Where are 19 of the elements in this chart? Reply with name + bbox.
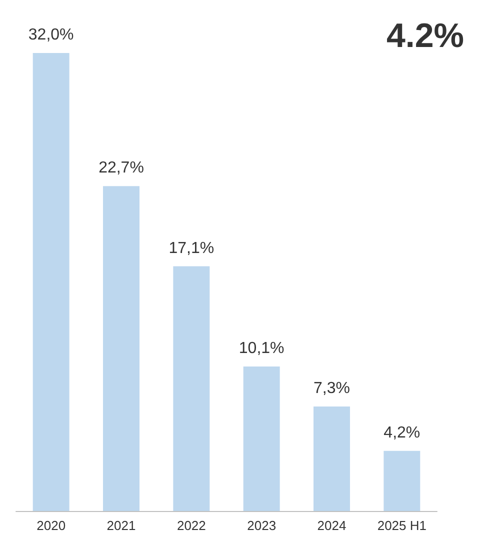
data-label: 7,3% [314,380,350,398]
chart-title: 4.2% [386,17,464,55]
data-label: 17,1% [168,240,214,257]
bar [32,53,70,511]
bar [103,186,140,511]
data-label: 10,1% [238,340,284,357]
x-tick-label: 2020 [36,518,66,533]
x-tick-label: 2022 [176,518,206,533]
bar [173,266,210,511]
x-tick-label: 2021 [106,518,136,533]
bar [384,450,420,511]
x-tick-label: 2023 [247,518,276,533]
bar [314,406,350,511]
x-tick-label: 2024 [317,518,346,533]
data-label: 22,7% [98,160,144,177]
data-label: 4,2% [384,424,420,442]
x-tick-label: 2025 H1 [377,518,426,533]
data-label: 32,0% [28,26,74,44]
bar [243,366,280,511]
